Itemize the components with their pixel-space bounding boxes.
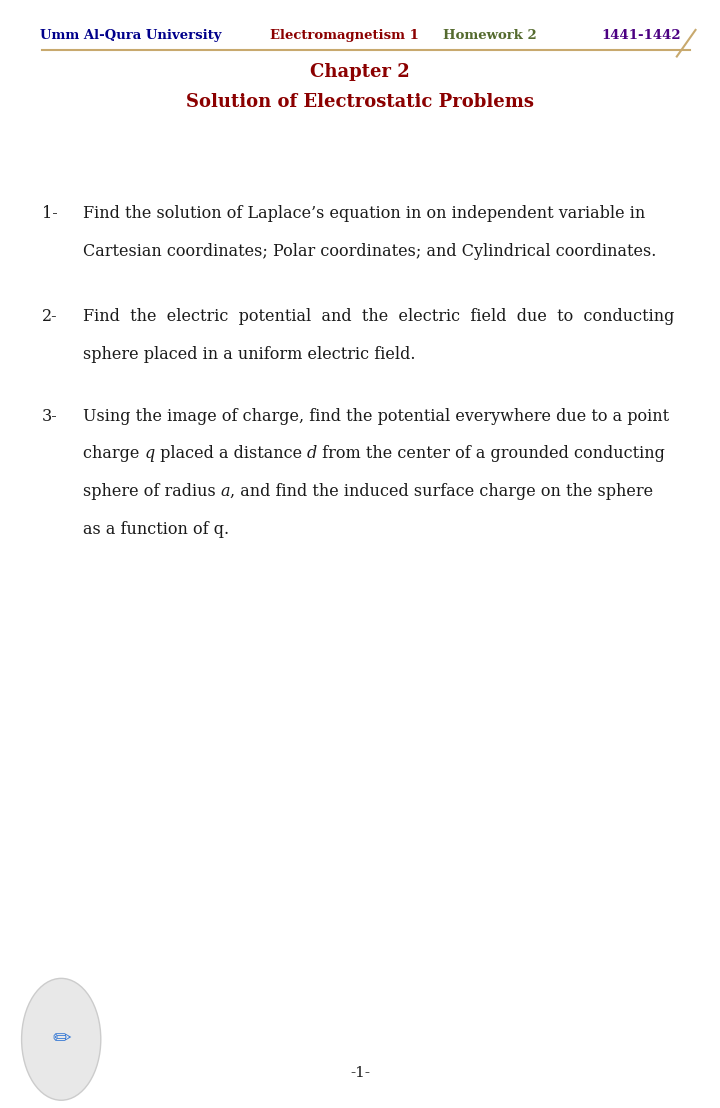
Text: , and find the induced surface charge on the sphere: , and find the induced surface charge on… [230, 483, 653, 500]
Text: 1441-1442: 1441-1442 [601, 29, 681, 42]
Text: 2-: 2- [42, 308, 58, 325]
Text: placed a distance: placed a distance [155, 445, 307, 462]
Text: q: q [144, 445, 155, 462]
Text: Find  the  electric  potential  and  the  electric  field  due  to  conducting: Find the electric potential and the elec… [83, 308, 674, 325]
Text: -1-: -1- [350, 1066, 370, 1080]
Text: d: d [307, 445, 317, 462]
Text: sphere placed in a uniform electric field.: sphere placed in a uniform electric fiel… [83, 346, 415, 362]
Text: sphere of radius: sphere of radius [83, 483, 220, 500]
Text: Solution of Electrostatic Problems: Solution of Electrostatic Problems [186, 93, 534, 111]
Text: 3-: 3- [42, 408, 58, 424]
Text: charge: charge [83, 445, 144, 462]
Text: a: a [220, 483, 230, 500]
Text: as a function of q.: as a function of q. [83, 521, 229, 537]
Text: Using the image of charge, find the potential everywhere due to a point: Using the image of charge, find the pote… [83, 408, 669, 424]
Text: Electromagnetism 1: Electromagnetism 1 [270, 29, 419, 42]
Text: Cartesian coordinates; Polar coordinates; and Cylindrical coordinates.: Cartesian coordinates; Polar coordinates… [83, 243, 656, 259]
Text: ✏: ✏ [52, 1029, 71, 1049]
Text: Homework 2: Homework 2 [443, 29, 536, 42]
Text: Umm Al-Qura University: Umm Al-Qura University [40, 29, 221, 42]
Text: 1-: 1- [42, 205, 58, 222]
Circle shape [22, 978, 101, 1100]
Text: Chapter 2: Chapter 2 [310, 63, 410, 81]
Text: Find the solution of Laplace’s equation in on independent variable in: Find the solution of Laplace’s equation … [83, 205, 645, 222]
Text: from the center of a grounded conducting: from the center of a grounded conducting [317, 445, 665, 462]
